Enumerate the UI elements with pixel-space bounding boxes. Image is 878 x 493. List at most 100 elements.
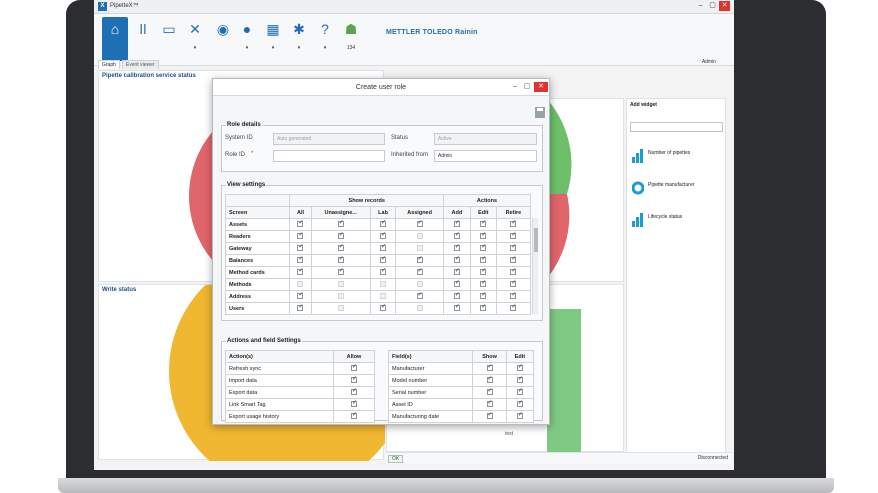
checkbox[interactable] bbox=[516, 399, 523, 408]
checkbox[interactable] bbox=[453, 243, 460, 252]
checkbox[interactable] bbox=[337, 243, 344, 252]
checkbox[interactable] bbox=[510, 303, 516, 312]
widget-number-of-pipettes[interactable]: Number of pipettes bbox=[632, 147, 722, 167]
checkbox[interactable] bbox=[380, 231, 386, 240]
calendar-icon: ▦ bbox=[266, 21, 280, 37]
checkbox[interactable] bbox=[516, 411, 523, 420]
checkbox[interactable] bbox=[486, 375, 493, 384]
role-id-input[interactable] bbox=[273, 150, 385, 162]
checkbox[interactable] bbox=[453, 267, 460, 276]
ok-status-button[interactable]: OK bbox=[388, 455, 404, 463]
checkbox[interactable] bbox=[351, 411, 357, 420]
checkbox[interactable] bbox=[297, 291, 304, 300]
checkbox[interactable] bbox=[337, 267, 344, 276]
checkbox[interactable] bbox=[453, 255, 460, 264]
checkbox[interactable] bbox=[380, 219, 386, 228]
tab-event-viewer[interactable]: Event viewer bbox=[121, 60, 159, 69]
user-icon: ● bbox=[242, 21, 252, 37]
checkbox[interactable] bbox=[453, 291, 460, 300]
checkbox[interactable] bbox=[351, 387, 357, 396]
checkbox[interactable] bbox=[453, 303, 460, 312]
checkbox[interactable] bbox=[480, 279, 486, 288]
checkbox[interactable] bbox=[337, 231, 344, 240]
checkbox[interactable] bbox=[510, 291, 516, 300]
checkbox[interactable] bbox=[480, 231, 486, 240]
checkbox[interactable] bbox=[510, 231, 516, 240]
checkbox[interactable] bbox=[516, 375, 523, 384]
checkbox[interactable] bbox=[486, 411, 493, 420]
close-button[interactable]: ✕ bbox=[719, 1, 730, 11]
tools-icon: ✕ bbox=[189, 21, 201, 37]
show-records-header: Show records bbox=[289, 194, 445, 207]
inherited-from-select[interactable]: Admin bbox=[434, 150, 537, 162]
checkbox[interactable] bbox=[297, 255, 304, 264]
maximize-button[interactable]: ▢ bbox=[709, 2, 716, 9]
checkbox[interactable] bbox=[480, 219, 486, 228]
widget-pipette-manufacturer[interactable]: Pipette manufacturer bbox=[632, 179, 722, 199]
checkbox[interactable] bbox=[297, 231, 304, 240]
android-button[interactable]: ☗ 134 bbox=[338, 17, 364, 61]
calendar-button[interactable]: ▦ ▾ bbox=[260, 17, 286, 61]
col-unassigned: Unassigne... bbox=[310, 206, 371, 219]
checkbox[interactable] bbox=[380, 255, 386, 264]
main-toolbar: ⌂ ǀǀ ▭ ✕ ▾ ◉ ● ▾ ▦ ▾ ✱ ▾ ? ▾ ☗ 134 METTLER TOL… bbox=[94, 14, 734, 66]
pipettes-button[interactable]: ǀǀ bbox=[130, 17, 156, 61]
checkbox[interactable] bbox=[351, 375, 357, 384]
dialog-close-button[interactable]: ✕ bbox=[534, 82, 548, 92]
help-button[interactable]: ? ▾ bbox=[312, 17, 338, 61]
dialog-minimize-button[interactable]: – bbox=[513, 83, 517, 90]
checkbox[interactable] bbox=[337, 219, 344, 228]
current-user[interactable]: Admin bbox=[701, 59, 716, 65]
checkbox[interactable] bbox=[480, 243, 486, 252]
location-button[interactable]: ◉ bbox=[210, 17, 236, 61]
checkbox[interactable] bbox=[510, 243, 516, 252]
checkbox[interactable] bbox=[480, 291, 486, 300]
col-fields: Field(s) bbox=[387, 350, 474, 363]
checkbox[interactable] bbox=[510, 219, 516, 228]
scroll-thumb[interactable] bbox=[534, 228, 538, 252]
checkbox[interactable] bbox=[297, 243, 304, 252]
checkbox[interactable] bbox=[510, 255, 516, 264]
checkbox[interactable] bbox=[480, 255, 486, 264]
checkbox[interactable] bbox=[486, 387, 493, 396]
widget-lifecycle-status[interactable]: Lifecycle status bbox=[632, 211, 722, 231]
checkbox[interactable] bbox=[480, 267, 486, 276]
checkbox[interactable] bbox=[297, 267, 304, 276]
view-settings-scrollbar[interactable] bbox=[532, 218, 538, 314]
inherited-from-label: Inherited from bbox=[391, 152, 429, 158]
tab-graph[interactable]: Graph bbox=[98, 60, 120, 69]
checkbox[interactable] bbox=[337, 255, 344, 264]
checkbox[interactable] bbox=[516, 387, 523, 396]
checkbox[interactable] bbox=[486, 363, 493, 372]
widget-search-input[interactable] bbox=[630, 122, 723, 132]
checkbox[interactable] bbox=[380, 267, 386, 276]
checkbox[interactable] bbox=[480, 303, 486, 312]
checkbox[interactable] bbox=[510, 267, 516, 276]
checkbox[interactable] bbox=[516, 363, 523, 372]
checkbox[interactable] bbox=[380, 303, 386, 312]
minimize-button[interactable]: – bbox=[698, 2, 703, 9]
settings-button[interactable]: ✱ ▾ bbox=[286, 17, 312, 61]
checkbox[interactable] bbox=[351, 399, 357, 408]
checkbox[interactable] bbox=[486, 399, 493, 408]
checkbox[interactable] bbox=[380, 243, 386, 252]
checkbox[interactable] bbox=[453, 231, 460, 240]
pie-slice-green bbox=[547, 99, 572, 194]
checkbox[interactable] bbox=[297, 219, 304, 228]
checkbox[interactable] bbox=[453, 279, 460, 288]
dialog-maximize-button[interactable]: ▢ bbox=[523, 83, 531, 90]
user-button[interactable]: ● ▾ bbox=[234, 17, 260, 61]
save-icon[interactable] bbox=[535, 107, 545, 118]
checkbox[interactable] bbox=[453, 219, 460, 228]
tools-button[interactable]: ✕ ▾ bbox=[182, 17, 208, 61]
workstation-button[interactable]: ▭ bbox=[156, 17, 182, 61]
checkbox[interactable] bbox=[416, 255, 423, 264]
checkbox[interactable] bbox=[351, 363, 357, 372]
checkbox[interactable] bbox=[297, 303, 304, 312]
checkbox[interactable] bbox=[416, 267, 423, 276]
status-select[interactable]: Active bbox=[434, 133, 537, 145]
checkbox[interactable] bbox=[510, 279, 516, 288]
checkbox[interactable] bbox=[416, 291, 423, 300]
home-button[interactable]: ⌂ bbox=[102, 17, 128, 61]
checkbox[interactable] bbox=[416, 219, 423, 228]
